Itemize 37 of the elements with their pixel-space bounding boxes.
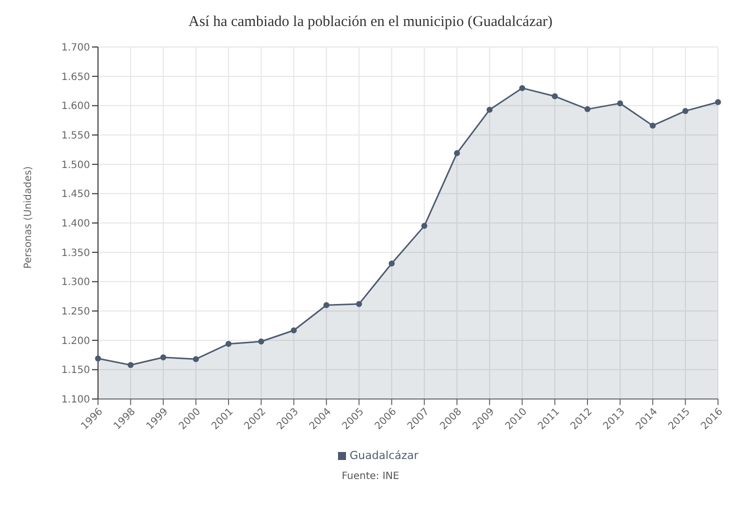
y-tick-label: 1.400 bbox=[61, 218, 90, 230]
point bbox=[715, 99, 721, 106]
point bbox=[323, 302, 330, 308]
point bbox=[226, 340, 232, 347]
point bbox=[95, 356, 101, 362]
legend-label: Guadalcázar bbox=[350, 449, 418, 462]
y-tick-label: 1.100 bbox=[61, 394, 90, 406]
point bbox=[356, 300, 362, 307]
point bbox=[290, 327, 297, 334]
point bbox=[617, 100, 624, 106]
point bbox=[421, 222, 428, 229]
y-tick-label: 1.150 bbox=[61, 365, 90, 376]
y-tick-label: 1.250 bbox=[61, 306, 90, 318]
point bbox=[486, 106, 493, 113]
point bbox=[388, 260, 395, 266]
y-tick-label: 1.700 bbox=[61, 42, 90, 54]
point bbox=[128, 362, 134, 368]
y-axis-title: Personas (Unidades) bbox=[22, 166, 34, 268]
y-tick-label: 1.300 bbox=[61, 277, 90, 288]
point bbox=[650, 122, 656, 129]
y-tick-label: 1.450 bbox=[61, 189, 90, 200]
source-note: Fuente: INE bbox=[340, 471, 400, 482]
y-tick-label: 1.350 bbox=[61, 248, 90, 259]
y-tick-label: 1.550 bbox=[61, 130, 90, 142]
point bbox=[258, 338, 264, 345]
y-tick-label: 1.500 bbox=[61, 160, 90, 171]
point bbox=[584, 106, 590, 112]
point bbox=[682, 108, 688, 114]
chart-title: Así ha cambiado la población en el municipio (Guadalcázar) bbox=[187, 14, 554, 31]
point bbox=[192, 356, 199, 362]
point bbox=[160, 354, 166, 360]
point bbox=[519, 85, 526, 92]
y-tick-label: 1.650 bbox=[61, 72, 90, 83]
point bbox=[552, 93, 558, 100]
y-tick-label: 1.200 bbox=[61, 336, 90, 347]
point bbox=[454, 150, 460, 156]
y-tick-label: 1.600 bbox=[61, 101, 90, 112]
